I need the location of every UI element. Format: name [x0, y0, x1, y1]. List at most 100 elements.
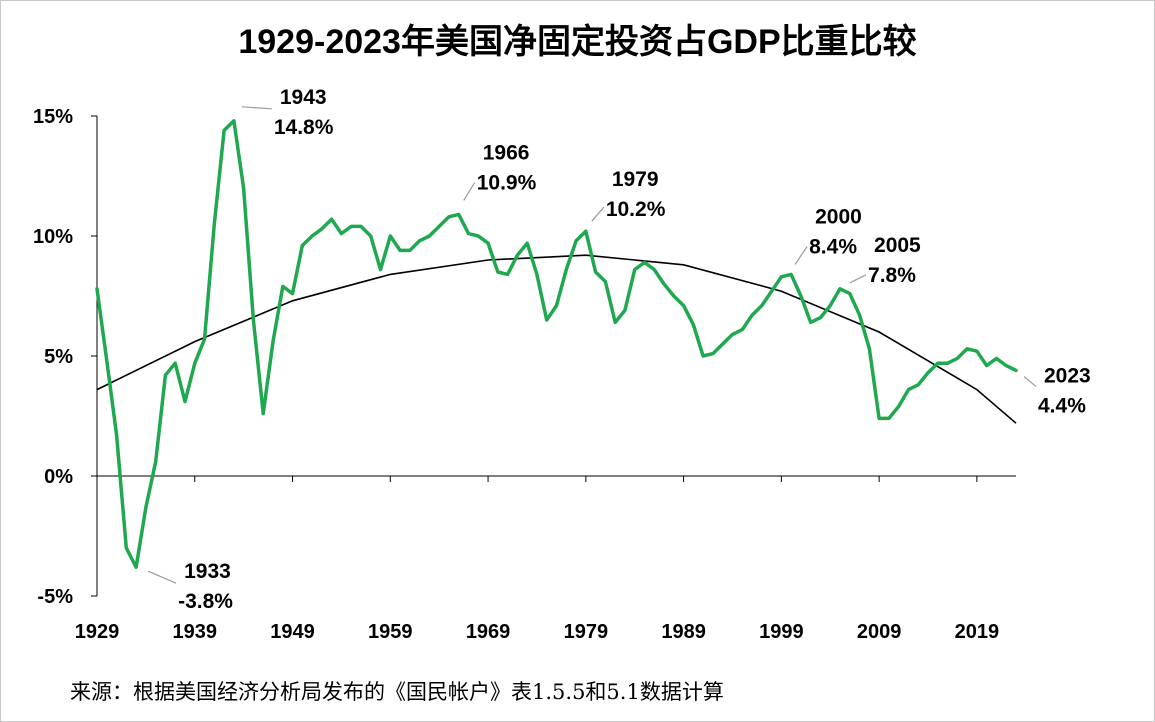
data-point — [555, 304, 558, 307]
data-point — [516, 254, 519, 257]
annotation-year: 1966 — [483, 141, 530, 164]
data-point — [174, 362, 177, 365]
annotation-leader — [241, 106, 272, 110]
data-point — [956, 357, 959, 360]
data-point — [242, 186, 245, 190]
data-point — [721, 342, 724, 346]
data-point — [340, 232, 343, 235]
data-point — [457, 213, 460, 216]
annotation-year: 1933 — [184, 560, 231, 583]
data-point — [936, 362, 939, 365]
y-tick-label: 5% — [44, 346, 73, 368]
x-tick-label: 1949 — [270, 621, 315, 643]
data-point — [760, 304, 764, 307]
data-point — [682, 304, 685, 307]
annotation-year: 2005 — [874, 234, 921, 257]
data-point — [379, 268, 382, 271]
data-point — [604, 280, 607, 283]
data-point — [359, 225, 363, 228]
data-point — [115, 434, 118, 437]
data-point — [985, 364, 988, 367]
annotation-value: 4.4% — [1038, 394, 1086, 417]
x-tick-label: 1939 — [173, 621, 218, 643]
data-point — [594, 270, 597, 274]
annotation-leader — [147, 570, 177, 584]
data-point — [222, 129, 226, 132]
data-point — [486, 242, 490, 245]
data-point — [584, 230, 588, 233]
data-point — [398, 249, 402, 252]
data-point — [829, 304, 832, 307]
data-point — [1014, 369, 1018, 372]
data-point — [692, 323, 695, 326]
trend-line-group — [96, 254, 1017, 424]
chart-title: 1929-2023年美国净固定投资占GDP比重比较 — [238, 23, 917, 61]
data-point — [467, 232, 470, 235]
data-point — [946, 362, 949, 365]
data-point — [203, 338, 206, 341]
data-point — [1005, 364, 1008, 367]
data-point — [731, 333, 734, 336]
series-line — [95, 119, 1018, 569]
data-point — [750, 314, 754, 317]
annotation-value: -3.8% — [178, 590, 233, 613]
data-point — [799, 294, 803, 298]
data-point — [418, 239, 421, 242]
x-tick-label: 1929 — [75, 621, 120, 643]
data-point — [125, 546, 128, 550]
x-tick-label: 2009 — [857, 621, 902, 643]
data-point — [574, 239, 578, 242]
annotation-year: 2000 — [815, 205, 862, 228]
data-point — [477, 234, 480, 238]
series-line-group — [95, 119, 1018, 569]
data-point — [408, 249, 412, 252]
data-point — [789, 273, 793, 276]
annotation-year: 1979 — [612, 168, 659, 191]
data-point — [506, 273, 509, 276]
y-tick-label: 0% — [44, 466, 73, 488]
y-tick-label: -5% — [37, 586, 73, 608]
x-tick-label: 2019 — [955, 621, 1000, 643]
data-point — [437, 225, 441, 228]
data-point — [330, 218, 333, 221]
data-point — [232, 119, 236, 123]
data-point — [877, 417, 881, 420]
data-point — [154, 460, 157, 463]
x-tick-label: 1969 — [466, 621, 511, 643]
data-point — [525, 242, 529, 245]
annotation-value: 7.8% — [868, 264, 916, 287]
data-point — [653, 268, 656, 271]
data-point — [643, 261, 646, 264]
data-point — [701, 354, 705, 358]
data-point — [858, 314, 861, 317]
x-tick-label: 1989 — [661, 621, 706, 643]
y-tick-label: 15% — [33, 106, 73, 128]
annotation-value: 10.2% — [606, 198, 666, 221]
data-point — [633, 268, 636, 271]
data-point — [819, 316, 822, 319]
annotation-value: 14.8% — [274, 116, 334, 139]
data-point — [281, 285, 284, 288]
data-point — [809, 321, 812, 324]
data-point — [271, 340, 275, 343]
data-point — [965, 347, 969, 350]
annotation-year: 2023 — [1044, 364, 1091, 387]
annotation-leader — [591, 206, 605, 222]
data-point — [105, 359, 108, 362]
annotation-value: 10.9% — [477, 171, 537, 194]
data-point — [144, 506, 148, 509]
data-point — [213, 222, 216, 226]
data-point — [917, 383, 920, 386]
data-point — [897, 405, 900, 408]
annotation-year: 1943 — [280, 86, 327, 109]
data-point — [320, 227, 324, 230]
data-point — [780, 275, 783, 278]
data-point — [164, 374, 167, 377]
data-point — [301, 244, 304, 247]
data-point — [389, 234, 392, 238]
data-point — [975, 350, 979, 353]
data-point — [428, 234, 431, 238]
data-point — [95, 287, 99, 290]
data-point — [868, 347, 871, 350]
